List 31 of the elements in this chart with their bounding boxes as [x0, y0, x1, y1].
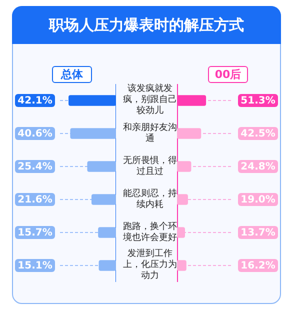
- bar: [98, 260, 116, 271]
- series-label: 总体: [52, 66, 92, 83]
- bar: [70, 128, 116, 139]
- y-tick-label: 和亲朋好友沟通: [122, 122, 178, 146]
- y-tick-label: 该发疯就发疯，别跟自己较劲儿: [122, 84, 178, 117]
- bar: [177, 128, 202, 139]
- y-tick-label: 跑路，换个环境也许会更好: [122, 220, 178, 244]
- series-label: 00后: [208, 66, 248, 83]
- data-label: 15.1%: [18, 260, 52, 272]
- data-label: 19.0%: [240, 194, 276, 206]
- data-label: 40.6%: [18, 128, 52, 140]
- bar: [177, 194, 188, 205]
- y-tick-label: 能忍则忍，持续内耗: [122, 188, 178, 212]
- data-label: 25.4%: [18, 162, 52, 173]
- data-label: 15.7%: [18, 228, 52, 239]
- y-tick-label: 无所畏惧，得过且过: [122, 154, 178, 178]
- bar: [98, 227, 116, 238]
- data-label: 24.8%: [240, 162, 276, 173]
- data-label: 42.5%: [240, 128, 276, 140]
- bar: [91, 194, 116, 205]
- bar: [87, 161, 116, 172]
- data-label: 13.7%: [240, 228, 276, 239]
- text: 职场人压力爆表时的解压方式: [12, 6, 281, 44]
- bar: [177, 227, 185, 238]
- bar: [177, 260, 186, 271]
- data-label: 21.6%: [18, 194, 52, 206]
- bar: [177, 161, 192, 172]
- data-label: 42.1%: [18, 96, 52, 107]
- data-label: 51.3%: [240, 96, 276, 107]
- y-tick-label: 发泄到工作上，化压力为动力: [122, 249, 178, 282]
- data-label: 16.2%: [240, 260, 276, 272]
